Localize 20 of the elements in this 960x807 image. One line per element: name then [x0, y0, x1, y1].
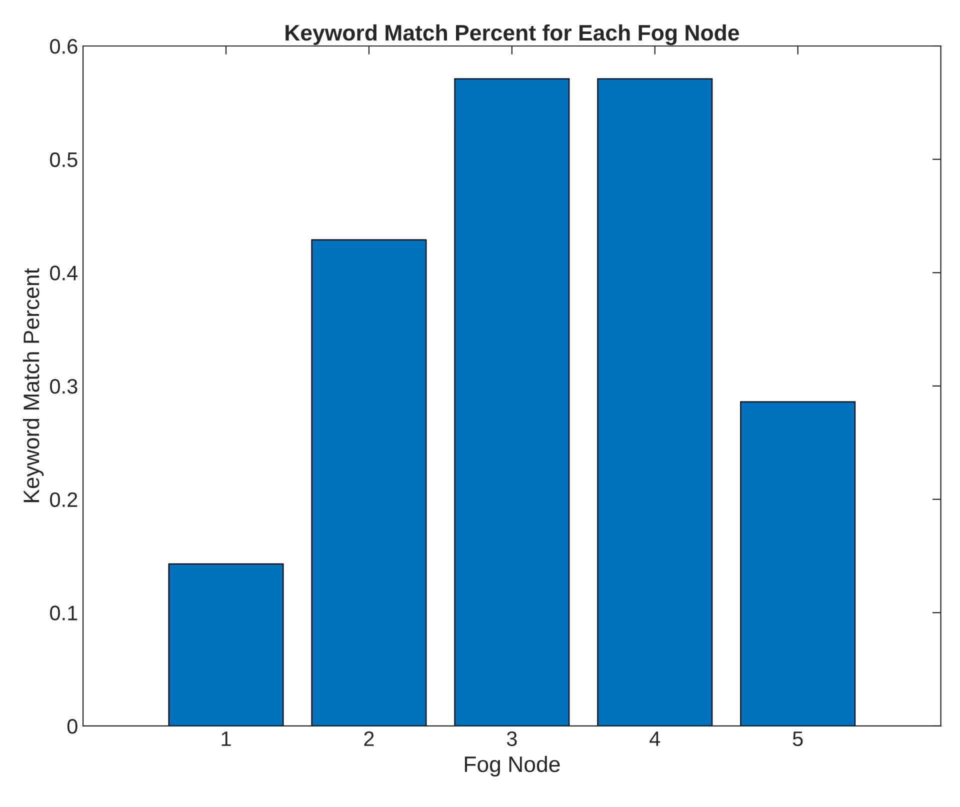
- x-tick-label: 1: [222, 732, 231, 746]
- x-tick-label: 5: [792, 732, 803, 746]
- y-tick-label: 0: [67, 718, 78, 734]
- x-tick-label: 3: [506, 731, 517, 746]
- bar: [597, 78, 713, 726]
- y-tick-label: 0.6: [50, 39, 78, 54]
- y-tick-label: 0.1: [50, 606, 78, 620]
- y-tick-label: 0.4: [50, 266, 78, 280]
- y-tick-label: 0.5: [50, 152, 78, 168]
- bar: [168, 563, 284, 726]
- bar: [454, 78, 570, 726]
- y-tick-label: 0.2: [50, 492, 78, 508]
- bar: [740, 401, 856, 726]
- y-axis-title: Keyword Match Percent: [22, 268, 44, 502]
- x-tick-label: 4: [650, 732, 660, 746]
- y-tick-label: 0.3: [50, 378, 78, 394]
- x-axis-title: Fog Node: [464, 756, 560, 777]
- bar: [311, 239, 427, 726]
- chart-title: Keyword Match Percent for Each Fog Node: [286, 24, 739, 46]
- x-tick-label: 2: [364, 731, 374, 746]
